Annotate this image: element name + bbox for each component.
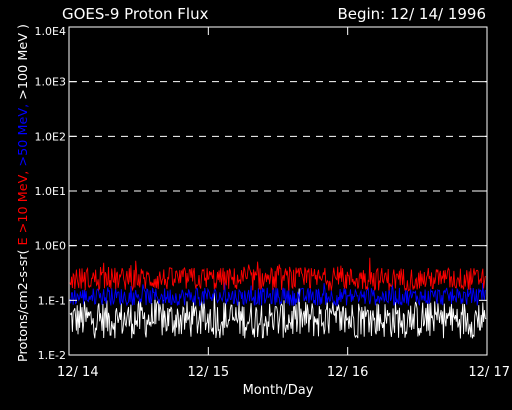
series-line (69, 288, 487, 339)
y-axis-label: Protons/cm2-s-sr( E >10 MeV, >50 MeV, >1… (16, 24, 30, 362)
y-tick-label: 1.0E1 (35, 185, 66, 198)
chart-title: GOES-9 Proton Flux (62, 5, 209, 23)
y-tick-label: 1.E-1 (38, 294, 66, 307)
series-line (69, 282, 487, 307)
begin-date-label: Begin: 12/ 14/ 1996 (337, 5, 486, 23)
y-axis-label-part: >100 MeV ) (16, 24, 30, 100)
x-tick-label: 12/ 17 (468, 365, 510, 380)
gridlines (69, 81, 487, 247)
y-tick-label: 1.E-2 (38, 349, 66, 362)
x-axis-ticks: 12/ 14 12/ 15 12/ 16 12/ 17 (57, 27, 510, 380)
y-tick-label: 1.0E2 (35, 130, 66, 143)
x-tick-label: 12/ 16 (327, 365, 369, 380)
y-tick-label: 1.0E0 (35, 240, 66, 253)
x-tick-label: 12/ 14 (57, 365, 99, 380)
series-line (69, 257, 487, 292)
y-axis-label-part: E >10 MeV, (16, 167, 30, 250)
y-axis-label-part: >50 MeV, (16, 100, 30, 167)
series-layer (69, 257, 487, 339)
y-axis-ticks: 1.E-2 1.E-1 1.0E0 1.0E1 1.0E2 1.0E3 1.0E4 (35, 25, 487, 362)
y-tick-label: 1.0E4 (35, 25, 66, 38)
y-axis-label-part: Protons/cm2-s-sr( (16, 250, 30, 362)
x-axis-label: Month/Day (243, 383, 314, 398)
y-tick-label: 1.0E3 (35, 76, 66, 89)
x-tick-label: 12/ 15 (188, 365, 230, 380)
